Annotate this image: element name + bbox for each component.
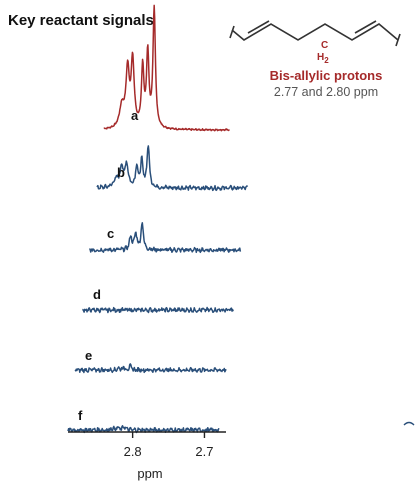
structure-double-bond-right bbox=[354, 20, 377, 34]
x-axis-label: ppm bbox=[137, 466, 162, 481]
spectrum-trace-b bbox=[96, 145, 249, 192]
structure-hydrogen-subscript: 2 bbox=[324, 56, 329, 65]
structure-hydrogen-symbol: H bbox=[317, 52, 324, 63]
trace-labels: a b c d e f bbox=[78, 108, 139, 423]
allyl-structure: C H2 bbox=[229, 20, 401, 65]
spectrum-trace-d bbox=[82, 306, 234, 314]
annotation-subtitle: 2.77 and 2.80 ppm bbox=[274, 85, 378, 99]
trace-label-f: f bbox=[78, 408, 83, 423]
trace-label-b: b bbox=[117, 165, 125, 180]
trace-label-e: e bbox=[85, 348, 92, 363]
spectrum-trace-a bbox=[103, 4, 230, 132]
structure-chain bbox=[231, 23, 399, 41]
x-axis: 2.8 2.7 bbox=[68, 431, 226, 459]
structure-carbon-label: C bbox=[321, 40, 328, 51]
adjacent-panel-fragment bbox=[403, 421, 415, 426]
trace-label-d: d bbox=[93, 287, 101, 302]
structure-double-bond-left bbox=[247, 20, 270, 34]
structure-wavy-end-left bbox=[229, 25, 235, 39]
spectrum-trace-e bbox=[74, 363, 227, 374]
x-tick-label-0: 2.8 bbox=[124, 444, 142, 459]
spectrum-trace-c bbox=[88, 222, 242, 254]
annotation-title: Bis-allylic protons bbox=[270, 68, 383, 83]
structure-wavy-end-right bbox=[395, 33, 401, 47]
structure-hydrogen-label: H2 bbox=[317, 52, 329, 65]
spectra-traces bbox=[67, 4, 249, 434]
trace-label-a: a bbox=[131, 108, 139, 123]
x-tick-label-1: 2.7 bbox=[195, 444, 213, 459]
chart-title: Key reactant signals bbox=[8, 12, 154, 29]
trace-label-c: c bbox=[107, 226, 114, 241]
